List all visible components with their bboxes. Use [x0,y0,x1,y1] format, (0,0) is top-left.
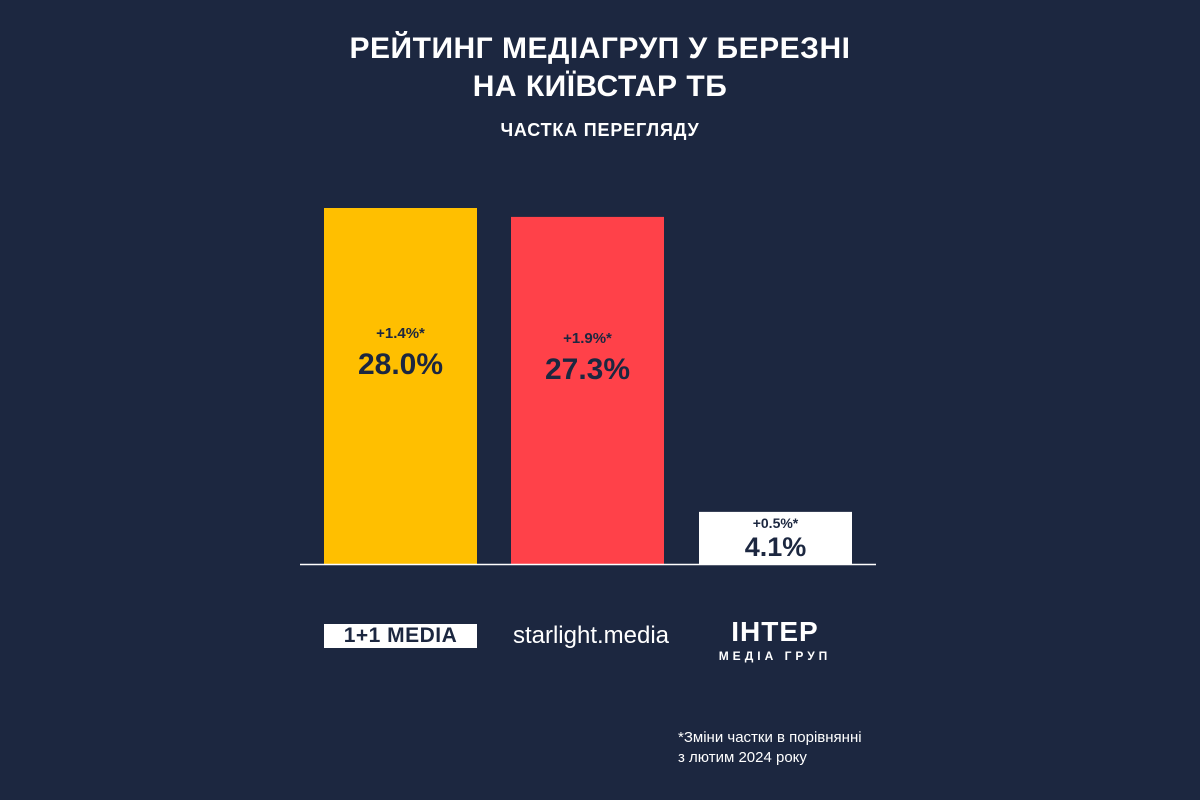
chart-title-line1: РЕЙТИНГ МЕДІАГРУП У БЕРЕЗНІ [349,32,851,65]
logo-starlight-media: starlight.media [511,620,671,652]
bar-change-label-2: +1.9%* [563,330,612,347]
logo-inter-main: ІНТЕР [731,616,819,647]
bar-value-label-2: 27.3% [545,353,630,386]
bar-change-label-3: +0.5%* [753,515,799,531]
footnote-line2: з лютим 2024 року [678,749,807,766]
bar-2 [511,216,664,564]
bar-change-label-1: +1.4%* [376,325,425,342]
chart-title-line2: НА КИЇВСТАР ТБ [472,70,728,103]
logo-1plus1-text: 1+1 MEDIA [343,624,458,647]
bar-value-label-3: 4.1% [745,532,807,562]
chart-title: РЕЙТИНГ МЕДІАГРУП У БЕРЕЗНІ НА КИЇВСТАР … [0,30,1200,106]
footnote: *Зміни частки в порівнянні з лютим 2024 … [678,728,862,768]
chart-subtitle: ЧАСТКА ПЕРЕГЛЯДУ [500,120,700,140]
logo-starlight-text: starlight.media [512,622,670,649]
bar-3 [699,511,852,564]
footnote-line1: *Зміни частки в порівнянні [678,729,862,746]
logo-1plus1-media: 1+1 MEDIA [324,624,477,648]
bar-value-label-1: 28.0% [358,348,443,381]
bar-1 [324,208,477,564]
logo-inter-media-group: ІНТЕР МЕДІА ГРУП [700,616,850,664]
logo-inter-sub: МЕДІА ГРУП [718,649,832,663]
